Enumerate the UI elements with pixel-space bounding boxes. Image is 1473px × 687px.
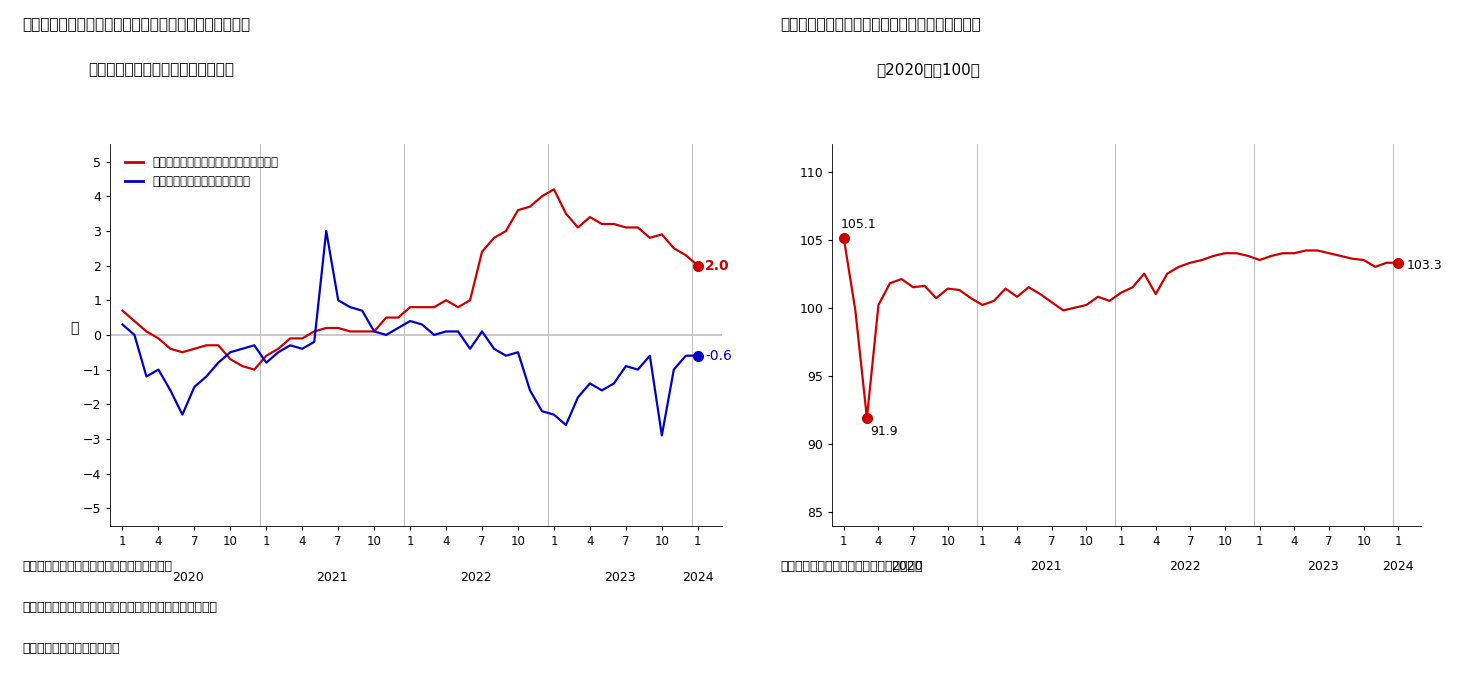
- Text: 2022: 2022: [460, 571, 492, 584]
- Text: 91.9: 91.9: [871, 425, 899, 438]
- Text: 103.3: 103.3: [1407, 259, 1442, 272]
- Text: 月勤労統計」より作成: 月勤労統計」より作成: [22, 642, 119, 655]
- Text: 2024: 2024: [1383, 560, 1414, 572]
- Text: 図表２　総消費動向指数（ＣＴＩマクロ）の推移: 図表２ 総消費動向指数（ＣＴＩマクロ）の推移: [781, 17, 981, 32]
- Y-axis label: ％: ％: [71, 321, 78, 335]
- Text: 2022: 2022: [1168, 560, 1200, 572]
- Text: 2020: 2020: [891, 560, 924, 572]
- Text: 2020: 2020: [172, 571, 205, 584]
- Text: 105.1: 105.1: [840, 218, 876, 232]
- Text: （資料）総務省「消費者物価指数」および厚生労働省「毎: （資料）総務省「消費者物価指数」および厚生労働省「毎: [22, 601, 217, 614]
- Legend: 消費者物価指数（生鮮食品を除く総合）, 実質賃金指数（現金給与総額）: 消費者物価指数（生鮮食品を除く総合）, 実質賃金指数（現金給与総額）: [122, 154, 280, 190]
- Text: 2021: 2021: [1030, 560, 1062, 572]
- Text: 2021: 2021: [317, 571, 348, 584]
- Text: （2020年＝100）: （2020年＝100）: [876, 62, 981, 77]
- Text: -0.6: -0.6: [706, 349, 732, 363]
- Text: 2023: 2023: [604, 571, 636, 584]
- Text: （資料）総務省「消費動向指数」より作成: （資料）総務省「消費動向指数」より作成: [781, 560, 924, 573]
- Text: 2024: 2024: [682, 571, 713, 584]
- Text: 2023: 2023: [1308, 560, 1339, 572]
- Text: 実質賃金指数の推移（前年同月比）: 実質賃金指数の推移（前年同月比）: [88, 62, 234, 77]
- Text: （注）実質賃金は一般労働者の現金給与総額: （注）実質賃金は一般労働者の現金給与総額: [22, 560, 172, 573]
- Text: 2.0: 2.0: [706, 258, 729, 273]
- Text: 図表１　消費者物価指数（生鮮食品を除く総合）および: 図表１ 消費者物価指数（生鮮食品を除く総合）および: [22, 17, 250, 32]
